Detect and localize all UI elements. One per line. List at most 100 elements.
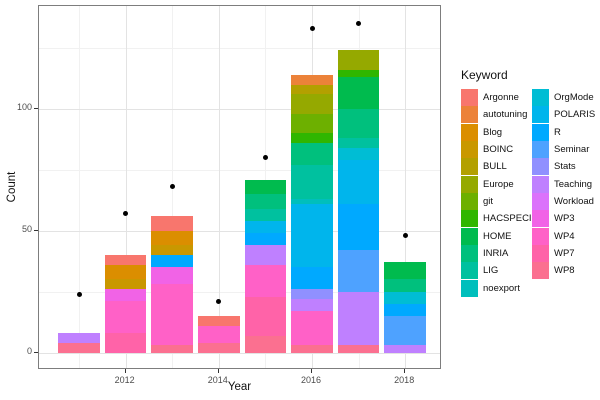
y-tick-label: 50: [21, 224, 32, 235]
gridline-y-major: [39, 230, 440, 232]
bar-segment: [244, 264, 287, 297]
legend-key-swatch: [461, 123, 478, 141]
bar-segment: [291, 164, 333, 200]
legend-key-swatch: [532, 227, 549, 245]
legend-key-swatch: [461, 89, 478, 106]
bar-segment: [198, 342, 240, 353]
legend-label: WP3: [554, 213, 575, 225]
x-axis-tick: [404, 369, 406, 373]
bar-segment: [337, 160, 380, 204]
bar-segment: [244, 221, 287, 234]
legend-key-swatch: [532, 89, 549, 106]
data-point: [123, 211, 129, 217]
bar-segment: [244, 233, 287, 246]
gridline-y-minor: [39, 291, 440, 293]
bar-segment: [291, 74, 333, 85]
bar-segment: [58, 342, 100, 353]
legend-label: Workload: [554, 196, 594, 208]
bar-segment: [104, 333, 147, 353]
gridline-x-major: [218, 6, 220, 368]
bar-segment: [104, 279, 147, 290]
x-axis-title: Year: [227, 381, 252, 393]
bar-segment: [198, 316, 240, 326]
x-tick-label: 2014: [207, 375, 228, 385]
data-point: [356, 21, 362, 27]
bar-segment: [384, 279, 426, 292]
plot-panel: [38, 5, 441, 369]
legend-label: Stats: [554, 161, 576, 173]
legend-label: POLARIS: [554, 109, 596, 121]
y-axis-tick: [34, 107, 38, 109]
legend-label: git: [483, 196, 494, 208]
bar-segment: [151, 284, 193, 346]
legend-key-swatch: [461, 279, 478, 297]
bar-segment: [337, 345, 380, 353]
data-point: [402, 233, 408, 239]
x-axis-tick: [217, 369, 219, 373]
bar-segment: [58, 333, 100, 343]
bar-segment: [291, 199, 333, 204]
bar-segment: [291, 298, 333, 312]
bar-segment: [151, 230, 193, 246]
bar-segment: [384, 316, 426, 346]
legend-label: Europe: [483, 178, 514, 190]
legend-key-swatch: [532, 175, 549, 193]
legend-label: LIG: [483, 265, 499, 277]
bar-segment: [291, 133, 333, 143]
bar-segment: [244, 208, 287, 221]
bar-segment: [384, 303, 426, 317]
legend-key-swatch: [532, 210, 549, 228]
bar-segment: [337, 69, 380, 78]
bar-segment: [291, 203, 333, 268]
legend-label: WP8: [554, 265, 575, 277]
legend-label: OrgMode: [554, 92, 594, 103]
data-point: [216, 298, 222, 304]
bar-segment: [384, 291, 426, 304]
bar-segment: [151, 216, 193, 231]
legend-key-swatch: [532, 123, 549, 141]
legend-label: HOME: [483, 230, 512, 242]
legend-key-swatch: [532, 262, 549, 280]
y-axis-title: Count: [6, 171, 18, 203]
legend-key-swatch: [532, 106, 549, 124]
legend-key-swatch: [461, 141, 478, 159]
legend-label: WP4: [554, 230, 575, 242]
bar-segment: [337, 203, 380, 251]
bar-segment: [291, 84, 333, 95]
bar-segment: [104, 289, 147, 302]
legend-key-swatch: [461, 227, 478, 245]
legend-label: Blog: [483, 126, 503, 138]
y-axis-tick: [34, 229, 38, 231]
bar-segment: [244, 335, 287, 353]
x-tick-label: 2016: [300, 375, 322, 385]
bar-segment: [337, 147, 380, 161]
bar-segment: [291, 311, 333, 346]
bar-segment: [291, 267, 333, 290]
x-tick-label: 2018: [394, 375, 415, 385]
bar-segment: [337, 138, 380, 148]
legend-key-swatch: [532, 245, 549, 263]
legend-title: Keyword: [461, 68, 508, 82]
bar-segment: [384, 345, 426, 353]
legend-label: WP7: [554, 248, 575, 260]
legend-label: HACSPECIS: [483, 213, 538, 225]
data-point: [262, 155, 268, 161]
bar-segment: [244, 179, 287, 195]
legend-key-swatch: [461, 262, 478, 280]
gridline-y-minor: [39, 169, 440, 171]
gridline-y-minor: [39, 47, 440, 49]
bar-segment: [291, 113, 333, 134]
y-tick-label: 0: [26, 346, 32, 357]
gridline-x-minor: [79, 6, 80, 368]
y-tick-label: 100: [16, 102, 32, 113]
legend-label: noexport: [483, 282, 520, 294]
bar-segment: [291, 143, 333, 165]
bar-segment: [337, 108, 380, 139]
legend-label: Argonne: [483, 92, 519, 103]
legend-label: BULL: [483, 161, 507, 173]
bar-segment: [384, 262, 426, 280]
bar-segment: [198, 325, 240, 343]
bar-segment: [337, 50, 380, 70]
bar-segment: [104, 255, 147, 265]
bar-segment: [244, 296, 287, 336]
